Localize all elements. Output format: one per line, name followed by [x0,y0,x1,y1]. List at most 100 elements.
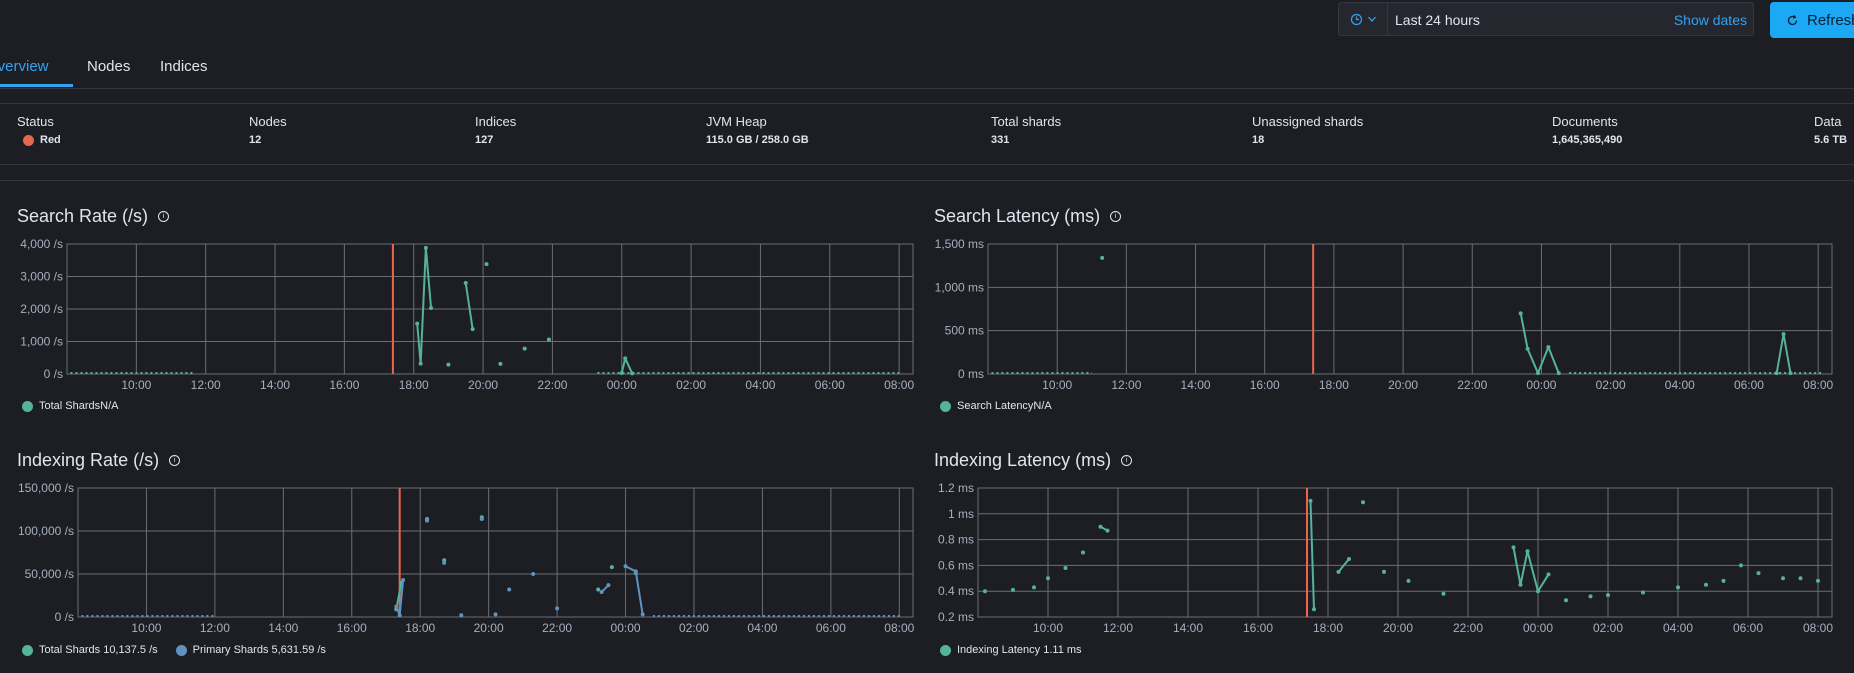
date-picker[interactable]: Last 24 hours Show dates [1338,2,1754,36]
indices-label: Indices [475,114,517,129]
documents-stat: Documents 1,645,365,490 [1552,114,1622,146]
legend-dot-icon [22,644,33,656]
cluster-summary: Status Red Nodes 12 Indices 127 JVM Heap… [0,103,1854,165]
unassigned-shards-label: Unassigned shards [1252,114,1364,129]
data-point [640,612,645,617]
data-point [446,362,451,367]
x-tick-label: 18:00 [405,621,435,635]
x-tick-label: 08:00 [884,621,914,635]
tab-overview[interactable]: Overview [0,58,49,75]
data-point [425,518,430,523]
x-tick-label: 20:00 [1388,378,1418,392]
chart-frame [66,243,914,375]
data-point [1781,576,1785,581]
x-tick-label: 10:00 [131,621,161,635]
status-dot-icon [23,134,34,146]
info-icon[interactable]: i [1110,211,1122,222]
legend-item[interactable]: Primary Shards 5,631.59 /s [175,644,326,656]
data-point [1781,332,1786,337]
total-shards-label: Total shards [991,114,1062,129]
data-point [459,613,464,618]
tab-nodes[interactable]: Nodes [87,58,131,75]
x-tick-label: 04:00 [747,621,777,635]
x-tick-label: 00:00 [1526,378,1556,392]
y-tick-label: 0.8 ms [938,533,974,547]
legend-label: Indexing Latency 1.11 ms [957,644,1082,656]
data-point [1546,345,1551,350]
search-latency-title: Search Latency (ms) [934,206,1101,226]
legend-item[interactable]: Total ShardsN/A [22,400,118,412]
data-point [1518,582,1523,587]
data-point [1046,576,1050,581]
search-rate-title: Search Rate (/s) [17,206,149,226]
data-point [399,580,404,585]
info-icon[interactable]: i [158,211,170,222]
indices-stat: Indices 127 [475,114,516,146]
data-point [1535,371,1540,376]
status-value: Red [40,134,61,146]
data-point [599,590,604,595]
x-tick-label: 08:00 [884,378,914,392]
data-point [609,565,614,570]
clock-icon [1350,13,1362,25]
refresh-icon [1787,14,1798,25]
quick-select-button[interactable] [1339,3,1388,35]
x-tick-label: 08:00 [1803,621,1833,635]
indices-value: 127 [475,134,494,146]
refresh-button[interactable]: Refresh [1770,2,1854,38]
unassigned-shards-stat: Unassigned shards 18 [1252,114,1363,146]
x-tick-label: 10:00 [121,378,151,392]
total-shards-stat: Total shards 331 [991,114,1061,146]
series-segment [1537,573,1550,592]
info-icon[interactable]: i [169,455,181,466]
data-point [619,371,624,376]
indexing-latency-title: Indexing Latency (ms) [934,450,1112,470]
x-tick-label: 00:00 [607,378,637,392]
y-tick-label: 1 ms [948,507,974,521]
status-label: Status [17,114,54,129]
y-tick-label: 4,000 /s [20,237,63,251]
x-tick-label: 06:00 [815,378,845,392]
x-tick-label: 02:00 [1593,621,1623,635]
chart-frame [977,487,1833,618]
legend-label: Search LatencyN/A [957,400,1052,412]
x-tick-label: 18:00 [399,378,429,392]
x-tick-label: 14:00 [268,621,298,635]
x-tick-label: 12:00 [1103,621,1133,635]
data-point [1441,591,1446,596]
series-segment [416,323,422,364]
data-point [479,515,484,520]
data-point [484,262,489,267]
show-dates-link[interactable]: Show dates [1673,12,1747,28]
x-tick-label: 16:00 [337,621,367,635]
y-tick-label: 0.4 ms [938,584,974,598]
series-segment [464,282,474,330]
date-range-label[interactable]: Last 24 hours [1395,12,1480,28]
data-point [633,571,638,576]
data-point [479,516,484,521]
y-tick-label: 1,000 /s [20,335,63,349]
jvm-heap-stat: JVM Heap 115.0 GB / 258.0 GB [706,114,809,146]
data-point [470,327,475,332]
x-tick-label: 16:00 [329,378,359,392]
series-segment [1526,550,1539,592]
data-point [1308,498,1313,503]
info-icon[interactable]: i [1121,455,1133,466]
legend-dot-icon [22,400,33,412]
x-tick-label: 18:00 [1313,621,1343,635]
tab-indices[interactable]: Indices [160,58,208,75]
documents-value: 1,645,365,490 [1552,134,1623,146]
legend-item[interactable]: Search LatencyN/A [940,400,1052,412]
data-point [394,604,399,609]
y-tick-label: 1,000 ms [935,280,984,294]
series-segment [1337,558,1350,573]
legend-item[interactable]: Indexing Latency 1.11 ms [940,644,1082,656]
series-segment [1519,313,1529,350]
data-point [1556,371,1561,376]
legend-item[interactable]: Total Shards 10,137.5 /s [22,644,158,656]
data-point [1511,545,1516,550]
series-segment [600,584,610,593]
data-point [1798,576,1803,581]
x-tick-label: 16:00 [1250,378,1280,392]
data-value: 5.6 TB [1814,134,1848,146]
